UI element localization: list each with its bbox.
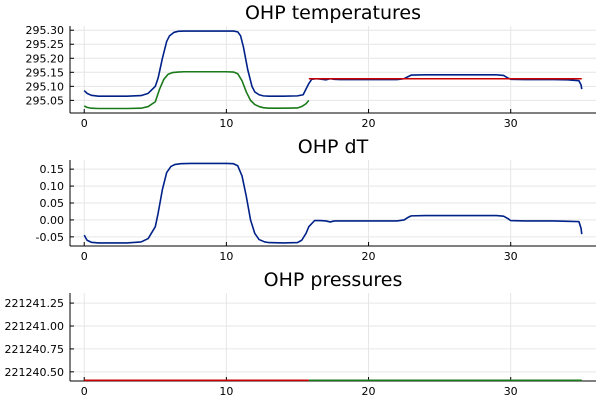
panel-2: OHP dT 0 10 20 30 -0.05 0.00 0.05 0.10 0.15 (36, 136, 596, 263)
x-tick-label: 30 (504, 385, 518, 398)
y-tick-label: 0.15 (40, 163, 65, 176)
y-tick-label: 295.15 (26, 66, 65, 79)
x-tick-label: 0 (81, 385, 88, 398)
x-tick-label: 30 (504, 250, 518, 263)
x-tick-label: 0 (81, 250, 88, 263)
y-tick-label: 0.00 (40, 214, 65, 227)
y-tick-label: 0.05 (40, 197, 65, 210)
panel-1-title: OHP temperatures (245, 2, 421, 24)
x-tick-label: 20 (362, 117, 376, 130)
panel-2-title: OHP dT (298, 136, 369, 158)
y-tick-label: 221241.00 (5, 320, 65, 333)
x-tick-label: 20 (362, 385, 376, 398)
y-tick-label: 295.30 (26, 24, 65, 37)
series-line-1 (83, 30, 583, 97)
x-tick-label: 10 (219, 250, 233, 263)
y-tick-label: 0.10 (40, 180, 65, 193)
x-tick-label: 10 (219, 117, 233, 130)
y-tick-label: -0.05 (36, 231, 64, 244)
y-tick-label: 295.25 (26, 38, 65, 51)
series-line-2 (83, 70, 310, 110)
y-tick-label: 221241.25 (5, 297, 65, 310)
y-tick-label: 295.10 (26, 80, 65, 93)
x-tick-label: 20 (362, 250, 376, 263)
y-tick-label: 221240.50 (5, 366, 65, 379)
panel-3: OHP pressures 0 10 20 30 221240.50 221240.75 22… (5, 269, 596, 398)
y-tick-label: 295.20 (26, 52, 65, 65)
panel-1: OHP temperatures 0 10 20 30 295.05295.10295.1… (26, 2, 596, 130)
y-tick-label: 295.05 (26, 94, 65, 107)
x-tick-label: 0 (81, 117, 88, 130)
panel-3-title: OHP pressures (264, 269, 403, 291)
y-tick-label: 221240.75 (5, 343, 65, 356)
series-line-1 (83, 162, 583, 244)
x-tick-label: 10 (219, 385, 233, 398)
x-tick-label: 30 (504, 117, 518, 130)
